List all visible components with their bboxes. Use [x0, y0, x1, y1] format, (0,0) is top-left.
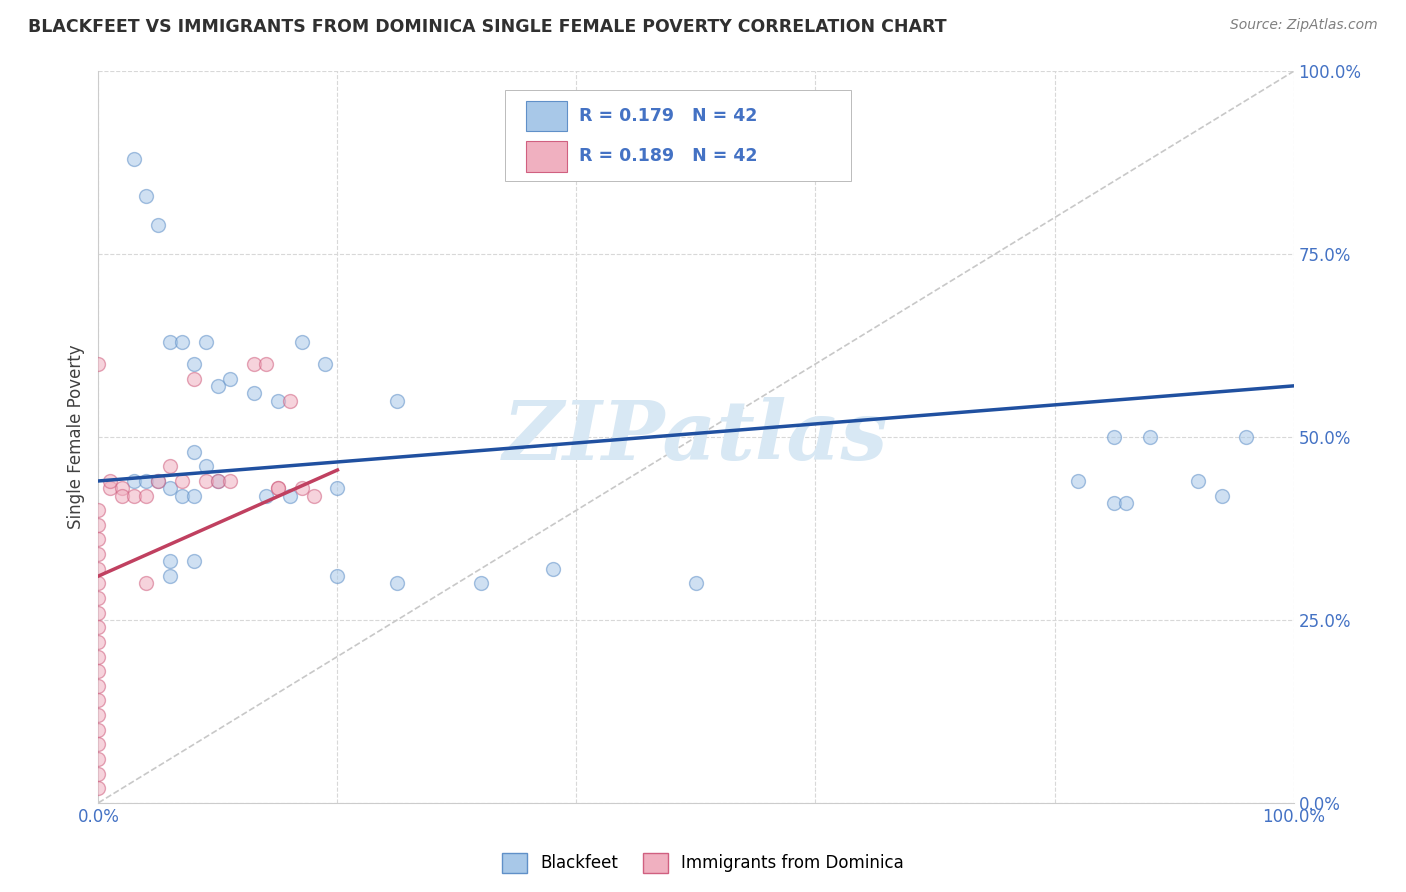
Point — [87, 503, 110, 517]
Point — [541, 562, 564, 576]
Text: R = 0.179   N = 42: R = 0.179 N = 42 — [579, 107, 758, 125]
Legend: Blackfeet, Immigrants from Dominica: Blackfeet, Immigrants from Dominica — [495, 847, 911, 880]
Point — [278, 393, 301, 408]
Point — [87, 752, 110, 766]
Point — [159, 554, 181, 568]
FancyBboxPatch shape — [526, 101, 567, 131]
Point — [87, 766, 110, 780]
Point — [254, 489, 277, 503]
Point — [685, 576, 707, 591]
Point — [87, 781, 110, 796]
Point — [183, 489, 205, 503]
Point — [87, 649, 110, 664]
Point — [87, 357, 110, 371]
Point — [124, 474, 146, 488]
Point — [1187, 474, 1209, 488]
Point — [135, 489, 157, 503]
Point — [87, 620, 110, 634]
Point — [1067, 474, 1090, 488]
Point — [172, 489, 194, 503]
Text: Source: ZipAtlas.com: Source: ZipAtlas.com — [1230, 18, 1378, 32]
Text: R = 0.189   N = 42: R = 0.189 N = 42 — [579, 147, 758, 165]
Point — [267, 481, 290, 495]
Point — [183, 444, 205, 458]
Point — [98, 481, 122, 495]
Point — [207, 379, 229, 393]
Point — [87, 562, 110, 576]
Point — [135, 474, 157, 488]
Point — [135, 188, 157, 202]
Point — [159, 459, 181, 474]
Point — [124, 152, 146, 166]
Point — [302, 489, 325, 503]
Point — [172, 334, 194, 349]
FancyBboxPatch shape — [526, 141, 567, 171]
Point — [278, 489, 301, 503]
Point — [159, 481, 181, 495]
Point — [98, 474, 122, 488]
Point — [159, 334, 181, 349]
Point — [183, 554, 205, 568]
Point — [219, 371, 242, 385]
Point — [207, 474, 229, 488]
Point — [183, 371, 205, 385]
Point — [87, 547, 110, 561]
Point — [87, 737, 110, 751]
Point — [148, 218, 170, 232]
Point — [254, 357, 277, 371]
Point — [124, 489, 146, 503]
Point — [1211, 489, 1233, 503]
Point — [1102, 496, 1125, 510]
Point — [194, 474, 218, 488]
Point — [291, 334, 314, 349]
Point — [243, 357, 266, 371]
Point — [87, 576, 110, 591]
Point — [470, 576, 492, 591]
Point — [183, 357, 205, 371]
Point — [315, 357, 337, 371]
Point — [243, 386, 266, 401]
Point — [194, 459, 218, 474]
Point — [207, 474, 229, 488]
Point — [111, 489, 134, 503]
Point — [87, 679, 110, 693]
Y-axis label: Single Female Poverty: Single Female Poverty — [67, 345, 86, 529]
Point — [159, 569, 181, 583]
Point — [135, 576, 157, 591]
Point — [148, 474, 170, 488]
Point — [291, 481, 314, 495]
Point — [111, 481, 134, 495]
Point — [87, 723, 110, 737]
Point — [87, 517, 110, 532]
Point — [219, 474, 242, 488]
Point — [385, 393, 409, 408]
Point — [385, 576, 409, 591]
Point — [172, 474, 194, 488]
Point — [148, 474, 170, 488]
Point — [1139, 430, 1161, 444]
Point — [87, 533, 110, 547]
Point — [1115, 496, 1137, 510]
Text: ZIPatlas: ZIPatlas — [503, 397, 889, 477]
Point — [267, 393, 290, 408]
Point — [326, 569, 349, 583]
Point — [194, 334, 218, 349]
Point — [267, 481, 290, 495]
Point — [87, 606, 110, 620]
Point — [87, 708, 110, 723]
Point — [1234, 430, 1257, 444]
Point — [326, 481, 349, 495]
Point — [87, 635, 110, 649]
FancyBboxPatch shape — [505, 90, 852, 181]
Text: BLACKFEET VS IMMIGRANTS FROM DOMINICA SINGLE FEMALE POVERTY CORRELATION CHART: BLACKFEET VS IMMIGRANTS FROM DOMINICA SI… — [28, 18, 946, 36]
Point — [1102, 430, 1125, 444]
Point — [87, 664, 110, 678]
Point — [87, 693, 110, 707]
Point — [87, 591, 110, 605]
